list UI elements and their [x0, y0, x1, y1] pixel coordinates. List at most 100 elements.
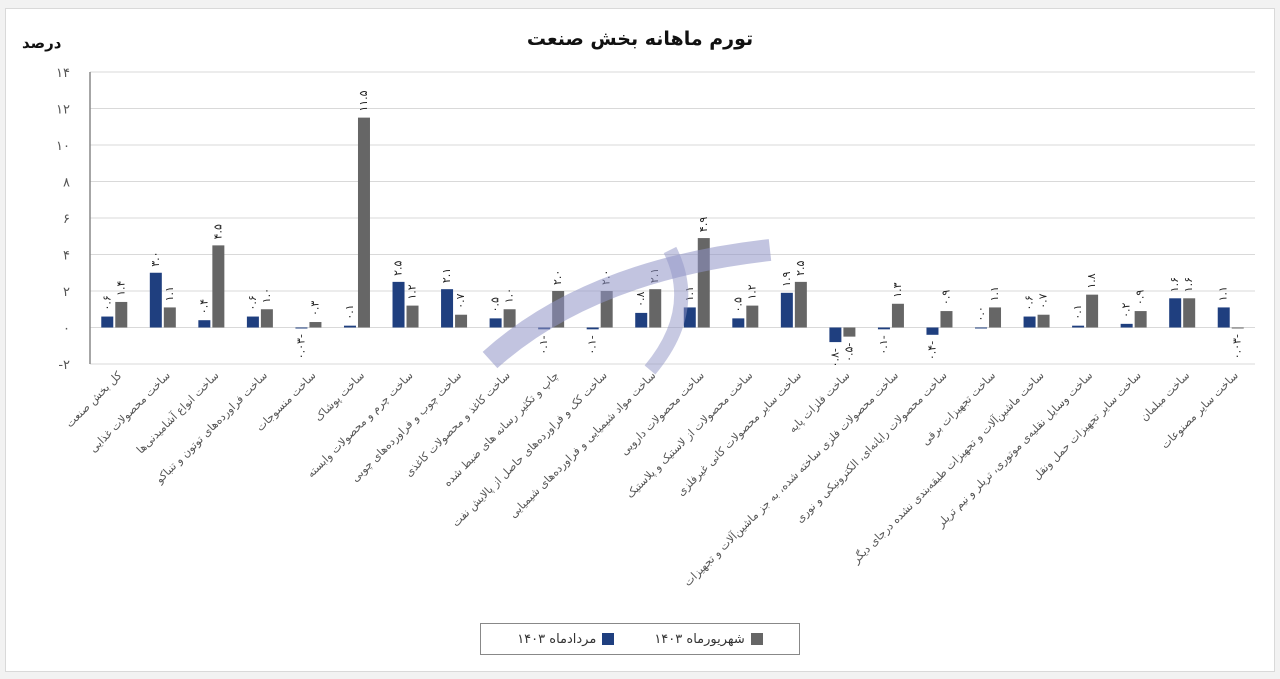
bar [343, 325, 356, 328]
data-label: ۰.۶ [246, 295, 259, 310]
bar [1120, 323, 1133, 328]
data-label: ۰.۸ [634, 291, 647, 306]
bar [635, 312, 648, 328]
bar [309, 322, 322, 328]
bar [198, 320, 211, 328]
data-label: ۱.۶ [1168, 277, 1181, 292]
data-label: ۰.۰۳- [1231, 334, 1244, 359]
bar [392, 281, 405, 328]
data-label: ۱.۲ [745, 284, 758, 299]
bar [538, 327, 551, 330]
data-label: ۴.۵ [211, 224, 224, 239]
data-label: ۰.۵- [842, 343, 855, 362]
data-label: ۱.۶ [1182, 277, 1195, 292]
data-label: ۰.۹ [1134, 290, 1147, 305]
bar [1231, 327, 1244, 329]
data-label: ۰.۰ [974, 306, 987, 321]
bar [489, 318, 502, 328]
data-label: ۰.۷ [1037, 293, 1050, 308]
bar [260, 309, 273, 328]
data-label: ۲.۰ [551, 270, 564, 285]
bar [780, 292, 793, 328]
y-tick-label: ۰ [63, 322, 70, 337]
data-label: ۲.۵ [392, 260, 405, 275]
data-label: ۰.۵ [731, 297, 744, 312]
bar [406, 305, 419, 328]
bar [926, 327, 939, 335]
bar [1217, 307, 1230, 328]
legend-item-mordad: مردادماه ۱۴۰۳ [517, 631, 615, 647]
bar [1086, 294, 1099, 328]
legend-swatch-blue [602, 633, 615, 645]
data-label: ۰.۴ [197, 299, 210, 314]
data-label: ۱.۸ [1085, 273, 1098, 288]
data-label: ۱.۰ [260, 288, 273, 303]
y-tick-label: -۲ [58, 358, 70, 373]
legend-label-mordad: مردادماه ۱۴۰۳ [517, 631, 597, 647]
data-label: ۱.۱ [683, 286, 696, 301]
data-label: ۰.۶ [1023, 295, 1036, 310]
y-tick-label: ۸ [63, 176, 70, 191]
legend-label-shahrivar: شهریورماه ۱۴۰۳ [654, 631, 745, 647]
data-label: ۱۱.۵ [357, 90, 370, 111]
category-label: ساخت محصولات غذایی [87, 369, 173, 455]
chart-title: تورم ماهانه بخش صنعت [526, 28, 754, 50]
bar [829, 327, 842, 343]
bar [1037, 314, 1050, 328]
data-label: ۰.۵ [489, 297, 502, 312]
bar [989, 307, 1002, 328]
bar [149, 272, 162, 328]
bar [940, 311, 953, 328]
data-label: ۲.۱ [648, 268, 661, 283]
bar [441, 289, 454, 328]
bar [295, 327, 308, 329]
data-label: ۱.۰ [503, 288, 516, 303]
y-tick-label: ۱۲ [56, 103, 70, 118]
y-tick-label: ۲ [63, 285, 70, 300]
category-label: ساخت انواع آشامیدنی‌ها [133, 368, 221, 456]
data-label: ۰.۱- [586, 335, 599, 354]
bar [1134, 311, 1147, 328]
bar [843, 327, 856, 337]
data-label: ۰.۳ [308, 301, 321, 316]
data-label: ۱.۹ [780, 271, 793, 286]
bar [891, 303, 904, 328]
data-label: ۱.۴ [114, 281, 127, 296]
bar [246, 316, 259, 328]
bar [1169, 298, 1182, 328]
bar [503, 309, 516, 328]
y-tick-label: ۶ [63, 212, 70, 227]
data-label: ۰.۰۳- [294, 334, 307, 359]
data-label: ۱.۱ [163, 286, 176, 301]
data-label: ۱.۱ [988, 286, 1001, 301]
bar [683, 307, 696, 328]
category-label: ساخت محصولات دارویی [618, 369, 707, 458]
bar [101, 316, 114, 328]
bar [115, 301, 128, 328]
bar [600, 291, 613, 328]
bar [794, 281, 807, 328]
y-tick-label: ۱۰ [56, 139, 70, 154]
data-label: ۰.۸- [828, 348, 841, 367]
data-label: ۰.۱- [877, 335, 890, 354]
legend-item-shahrivar: شهریورماه ۱۴۰۳ [654, 631, 763, 647]
data-label: ۱.۱ [1217, 286, 1230, 301]
legend-swatch-gray [750, 633, 763, 645]
data-label: ۴.۹ [697, 217, 710, 232]
data-label: ۳.۰ [149, 251, 162, 266]
bar [649, 289, 662, 328]
bar [732, 318, 745, 328]
bar [357, 117, 370, 328]
bar [455, 314, 468, 328]
data-label: ۰.۷ [454, 293, 467, 308]
bar [1183, 298, 1196, 328]
bar [877, 327, 890, 330]
bar [1072, 325, 1085, 328]
y-tick-label: ۴ [63, 249, 70, 264]
data-label: ۰.۱ [1071, 304, 1084, 319]
data-label: ۲.۱ [440, 268, 453, 283]
data-label: ۰.۴- [925, 341, 938, 360]
bar [975, 327, 988, 329]
bar [1023, 316, 1036, 328]
data-label: ۱.۳ [891, 282, 904, 297]
